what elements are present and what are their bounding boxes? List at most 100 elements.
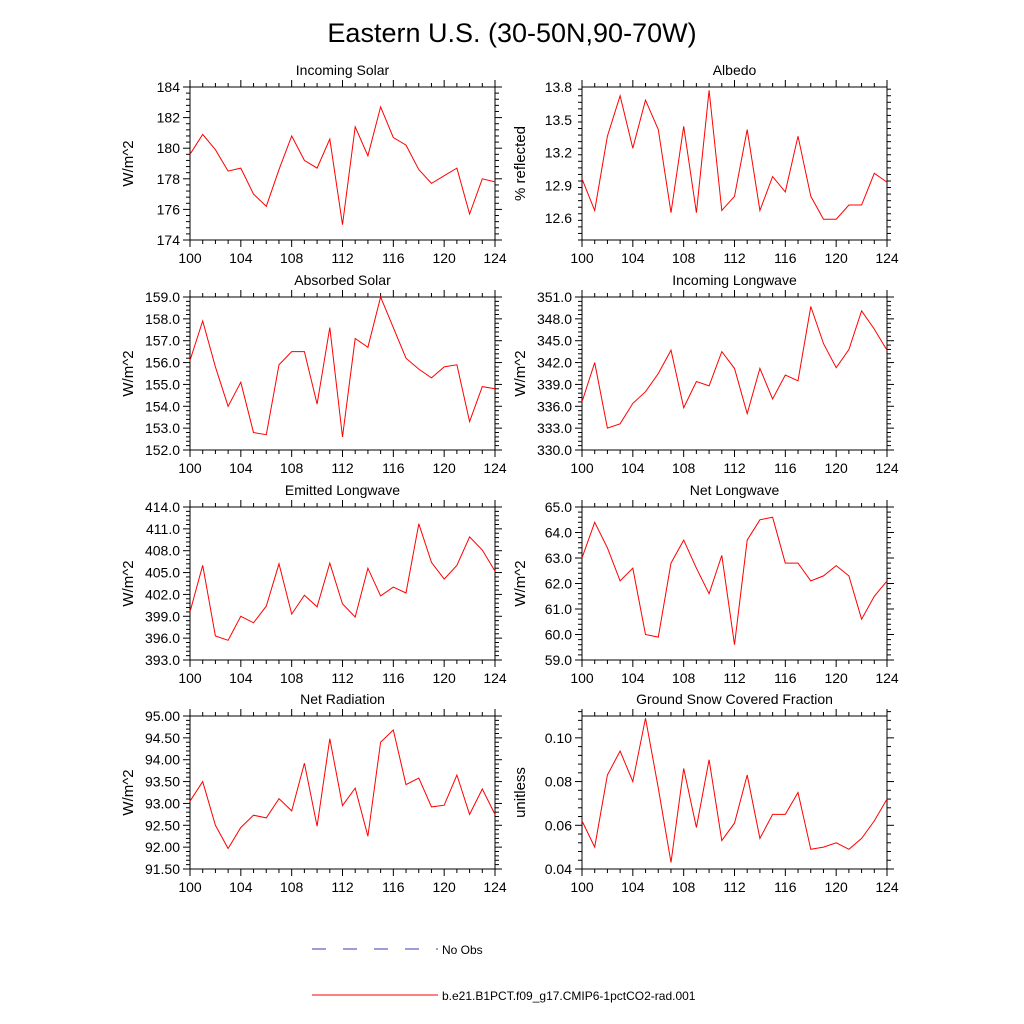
- y-axis-label: W/m^2: [512, 350, 529, 396]
- y-tick-label: 13.2: [545, 145, 572, 161]
- y-tick-label: 408.0: [145, 543, 180, 559]
- y-tick-label: 342.0: [537, 355, 572, 371]
- x-tick-label: 120: [432, 879, 456, 895]
- panel-title: Albedo: [713, 62, 757, 78]
- x-tick-label: 108: [672, 460, 696, 476]
- x-tick-label: 108: [672, 670, 696, 686]
- x-tick-label: 104: [229, 879, 253, 895]
- x-tick-label: 120: [824, 250, 848, 266]
- y-tick-label: 339.0: [537, 376, 572, 392]
- y-tick-label: 95.00: [145, 708, 180, 724]
- series-line: [581, 90, 888, 220]
- y-tick-label: 155.0: [145, 376, 180, 392]
- panel-net-radiation: Net Radiation W/m^2 100 104 108 112 116 120 124 9…: [120, 691, 507, 895]
- x-tick-label: 124: [483, 460, 507, 476]
- x-tick-label: 100: [178, 879, 202, 895]
- series-line: [189, 295, 496, 437]
- x-tick-label: 100: [178, 670, 202, 686]
- x-tick-label: 100: [570, 879, 594, 895]
- y-tick-label: 0.06: [545, 817, 572, 833]
- y-tick-label: 393.0: [145, 652, 180, 668]
- x-tick-label: 108: [280, 879, 304, 895]
- x-tick-label: 124: [875, 250, 899, 266]
- x-tick-label: 108: [672, 879, 696, 895]
- x-tick-label: 124: [483, 250, 507, 266]
- y-axis-label: W/m^2: [120, 140, 137, 186]
- y-tick-label: 94.50: [145, 730, 180, 746]
- y-tick-label: 93.50: [145, 774, 180, 790]
- panel-emitted-longwave: Emitted Longwave W/m^2 100 104 108 112 116 120 1…: [120, 482, 507, 686]
- series-line: [581, 718, 888, 863]
- y-tick-label: 156.0: [145, 355, 180, 371]
- y-tick-label: 157.0: [145, 333, 180, 349]
- y-tick-label: 92.50: [145, 817, 180, 833]
- y-axis-label: W/m^2: [120, 350, 137, 396]
- x-tick-label: 100: [178, 460, 202, 476]
- legend-model-label: b.e21.B1PCT.f09_g17.CMIP6-1pctCO2-rad.00…: [442, 989, 696, 1003]
- x-tick-label: 100: [178, 250, 202, 266]
- x-tick-label: 104: [621, 670, 645, 686]
- x-tick-label: 116: [382, 250, 405, 266]
- y-tick-label: 154.0: [145, 398, 180, 414]
- x-tick-label: 120: [432, 670, 456, 686]
- x-tick-label: 116: [774, 460, 797, 476]
- plot-frame: [189, 506, 496, 661]
- x-tick-label: 112: [331, 670, 354, 686]
- y-axis-label: % reflected: [512, 126, 529, 201]
- x-tick-label: 112: [331, 250, 354, 266]
- y-tick-label: 91.50: [145, 861, 180, 877]
- y-tick-label: 159.0: [145, 289, 180, 305]
- x-tick-label: 124: [875, 879, 899, 895]
- panel-grid: Incoming Solar W/m^2 100 104 108 112 116 120 124…: [120, 62, 899, 895]
- x-tick-label: 116: [382, 670, 405, 686]
- y-tick-label: 402.0: [145, 586, 180, 602]
- y-tick-label: 0.04: [545, 861, 572, 877]
- legend: No Obs b.e21.B1PCT.f09_g17.CMIP6-1pctCO2…: [312, 943, 696, 1003]
- y-tick-label: 94.00: [145, 752, 180, 768]
- y-tick-label: 61.0: [545, 601, 572, 617]
- y-tick-label: 414.0: [145, 499, 180, 515]
- x-tick-label: 108: [672, 250, 696, 266]
- x-tick-label: 124: [483, 879, 507, 895]
- y-tick-label: 178: [157, 171, 181, 187]
- y-tick-label: 182: [157, 110, 181, 126]
- panel-albedo: Albedo % reflected 100 104 108 112 116 120 124 12…: [512, 62, 899, 266]
- plot-frame: [189, 86, 496, 241]
- series-line: [189, 105, 496, 225]
- x-tick-label: 104: [229, 670, 253, 686]
- x-tick-label: 104: [621, 879, 645, 895]
- x-tick-label: 120: [432, 460, 456, 476]
- y-tick-label: 351.0: [537, 289, 572, 305]
- y-axis-label: W/m^2: [120, 560, 137, 606]
- panel-title: Absorbed Solar: [294, 272, 391, 288]
- x-tick-label: 100: [570, 670, 594, 686]
- figure-title: Eastern U.S. (30-50N,90-70W): [327, 18, 696, 48]
- panel-title: Incoming Longwave: [672, 272, 797, 288]
- y-tick-label: 62.0: [545, 576, 572, 592]
- panel-title: Ground Snow Covered Fraction: [636, 691, 833, 707]
- y-tick-label: 405.0: [145, 565, 180, 581]
- x-tick-label: 116: [382, 460, 405, 476]
- y-tick-label: 12.9: [545, 177, 572, 193]
- x-tick-label: 112: [723, 250, 746, 266]
- y-tick-label: 64.0: [545, 525, 572, 541]
- series-line: [581, 516, 888, 645]
- y-tick-label: 336.0: [537, 398, 572, 414]
- x-tick-label: 124: [875, 460, 899, 476]
- y-tick-label: 399.0: [145, 608, 180, 624]
- x-tick-label: 112: [723, 460, 746, 476]
- y-tick-label: 180: [157, 140, 181, 156]
- series-line: [581, 306, 888, 429]
- y-tick-label: 59.0: [545, 652, 572, 668]
- y-tick-label: 396.0: [145, 630, 180, 646]
- legend-no-obs-label: No Obs: [442, 943, 483, 957]
- panel-ground-snow-covered-fraction: Ground Snow Covered Fraction unitless 100 1…: [512, 691, 899, 895]
- x-tick-label: 116: [774, 670, 797, 686]
- y-tick-label: 0.08: [545, 774, 572, 790]
- x-tick-label: 100: [570, 460, 594, 476]
- y-axis-label: W/m^2: [120, 769, 137, 815]
- y-tick-label: 184: [157, 79, 181, 95]
- y-tick-label: 333.0: [537, 420, 572, 436]
- x-tick-label: 104: [621, 460, 645, 476]
